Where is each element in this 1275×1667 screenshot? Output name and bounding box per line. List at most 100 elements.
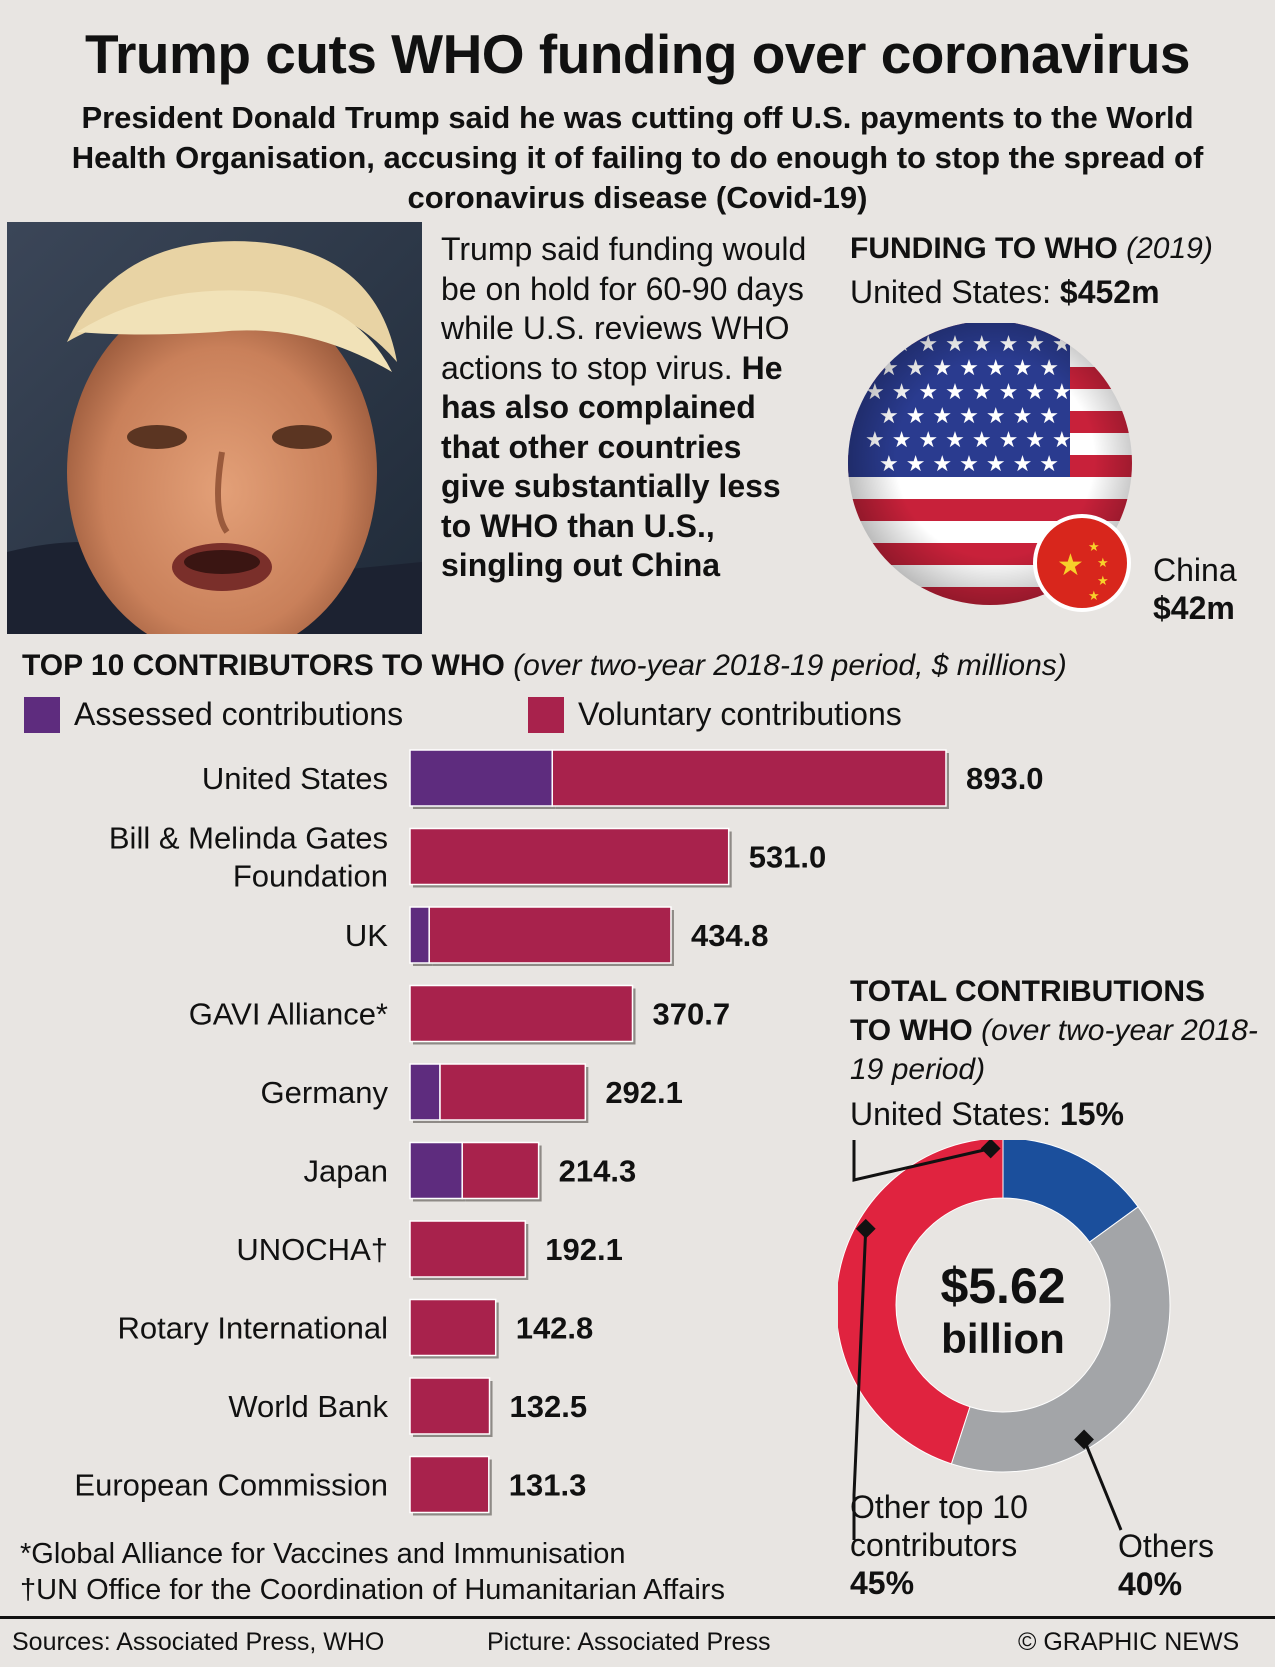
bar-assessed: [409, 749, 553, 807]
donut-us-pct: 15%: [1059, 1096, 1124, 1132]
bar-category-label: UK: [345, 918, 388, 953]
donut-us-label: United States:: [850, 1096, 1051, 1132]
total-heading-line2: TO WHO: [850, 1014, 973, 1047]
footer-divider: [0, 1616, 1275, 1619]
footnote-gavi: *Global Alliance for Vaccines and Immuni…: [20, 1538, 626, 1570]
bar-row: UNOCHA† 192.1: [236, 1220, 623, 1280]
bar-voluntary: [428, 906, 672, 964]
bar-value-label: 142.8: [516, 1311, 594, 1346]
donut-others-callout: Others 40%: [1118, 1527, 1214, 1603]
bar-voluntary: [409, 827, 730, 886]
funding-china-value: $42m: [1153, 590, 1235, 626]
legend-swatch-voluntary: [528, 697, 564, 733]
bar-row: World Bank 132.5: [228, 1377, 588, 1437]
total-heading-line1: TOTAL CONTRIBUTIONS: [850, 975, 1205, 1008]
legend-label-assessed: Assessed contributions: [74, 696, 404, 732]
bar-category-label: UNOCHA†: [236, 1232, 388, 1267]
footer-sources: Sources: Associated Press, WHO: [12, 1628, 385, 1656]
bar-value-label: 370.7: [652, 997, 730, 1032]
funding-heading-year: (2019): [1126, 232, 1213, 265]
bar-voluntary: [551, 749, 947, 807]
bar-voluntary: [409, 1298, 497, 1357]
bar-row: Rotary International 142.8: [117, 1298, 594, 1359]
legend-label-voluntary: Voluntary contributions: [578, 696, 902, 732]
funding-china-label: China: [1153, 552, 1237, 588]
bar-voluntary: [461, 1141, 540, 1200]
bar-category-label: United States: [202, 761, 388, 796]
total-heading: TOTAL CONTRIBUTIONS TO WHO (over two-yea…: [850, 972, 1270, 1089]
total-heading-note: (over two-year 2018-19 period): [850, 1014, 1258, 1086]
portrait-photo: [7, 222, 422, 634]
top10-heading: TOP 10 CONTRIBUTORS TO WHO (over two-yea…: [22, 649, 1067, 683]
bar-assessed: [409, 906, 430, 964]
story-plain: Trump said funding would be on hold for …: [441, 231, 807, 386]
bar-row: European Commission 131.3: [74, 1455, 587, 1516]
bar-category-label: Germany: [261, 1075, 389, 1110]
funding-heading-title: FUNDING TO WHO: [850, 232, 1118, 265]
svg-text:★: ★: [1088, 540, 1100, 555]
donut-us-callout: United States: 15%: [850, 1096, 1124, 1133]
top10-heading-note: (over two-year 2018-19 period, $ million…: [513, 649, 1067, 682]
page-subtitle: President Donald Trump said he was cutti…: [71, 100, 1204, 215]
donut-other-pct: 45%: [850, 1565, 915, 1601]
donut-other-label-2: contributors: [850, 1527, 1018, 1563]
bar-value-label: 893.0: [966, 761, 1044, 796]
bar-category-label: World Bank: [228, 1389, 388, 1424]
leader-marker: [980, 1140, 1001, 1159]
bar-row: UK 434.8: [345, 906, 769, 966]
leader-line-others: [1074, 1429, 1123, 1531]
svg-text:★: ★: [1088, 589, 1100, 604]
donut-center-unit: billion: [941, 1315, 1065, 1362]
bar-voluntary: [409, 1377, 491, 1435]
donut-center-value: $5.62: [940, 1258, 1065, 1314]
bar-row: United States 893.0: [202, 749, 1044, 809]
bar-voluntary: [409, 1455, 490, 1514]
bar-value-label: 214.3: [559, 1154, 637, 1189]
bar-voluntary: [439, 1063, 587, 1121]
funding-heading: FUNDING TO WHO (2019): [850, 232, 1213, 266]
donut-other-top10-callout: Other top 10 contributors 45%: [850, 1488, 1028, 1602]
bar-row: Germany 292.1: [261, 1063, 683, 1123]
bar-value-label: 434.8: [691, 918, 769, 953]
bar-row: GAVI Alliance* 370.7: [189, 984, 730, 1045]
funding-us: United States: $452m: [850, 274, 1160, 311]
bar-category-label: Foundation: [233, 859, 388, 894]
flag-graphic: ★ ★ ★ ★ ★ ★ ★ ★ ★ ★ ★ ★ ★ ★ ★ ★ ★ ★ ★ ★ …: [845, 323, 1145, 628]
funding-us-value: $452m: [1059, 274, 1160, 310]
bar-value-label: 132.5: [510, 1389, 588, 1424]
svg-text:★: ★: [1097, 574, 1109, 589]
bar-category-label: GAVI Alliance*: [189, 997, 388, 1032]
funding-us-label: United States:: [850, 274, 1051, 310]
bar-row: Japan 214.3: [304, 1141, 637, 1202]
bar-voluntary: [409, 1220, 527, 1278]
bar-category-label: Rotary International: [117, 1311, 388, 1346]
bar-value-label: 531.0: [749, 840, 827, 875]
top10-bar-chart: United States 893.0 Bill & Melinda GatesFo…: [74, 749, 1044, 1516]
svg-text:★: ★: [1057, 548, 1084, 583]
legend-swatch-assessed: [24, 697, 60, 733]
leader-marker: [1074, 1429, 1094, 1450]
story-bold: He has also complained that other countr…: [441, 349, 783, 584]
donut-slice: [950, 1206, 1171, 1473]
bar-value-label: 192.1: [545, 1232, 623, 1267]
donut-others-label: Others: [1118, 1528, 1215, 1564]
donut-slice: [838, 1140, 1004, 1465]
donut-others-pct: 40%: [1118, 1566, 1183, 1602]
top10-heading-title: TOP 10 CONTRIBUTORS TO WHO: [22, 649, 505, 682]
bar-category-label: Japan: [304, 1154, 388, 1189]
footer-copyright: © GRAPHIC NEWS: [1018, 1628, 1240, 1656]
footnote-unocha: †UN Office for the Coordination of Human…: [20, 1574, 725, 1606]
story-text: Trump said funding would be on hold for …: [441, 230, 811, 586]
bar-category-label: European Commission: [74, 1468, 388, 1503]
bar-value-label: 131.3: [509, 1468, 587, 1503]
bar-value-label: 292.1: [605, 1075, 683, 1110]
bar-assessed: [409, 1063, 441, 1121]
bar-assessed: [409, 1141, 463, 1200]
page-title: Trump cuts WHO funding over coronavirus: [84, 23, 1191, 85]
china-flag-icon: ★ ★ ★ ★ ★: [1033, 514, 1131, 612]
leader-line-us: [852, 1140, 1001, 1182]
funding-china: China $42m: [1153, 551, 1237, 627]
donut-other-label-1: Other top 10: [850, 1489, 1028, 1525]
